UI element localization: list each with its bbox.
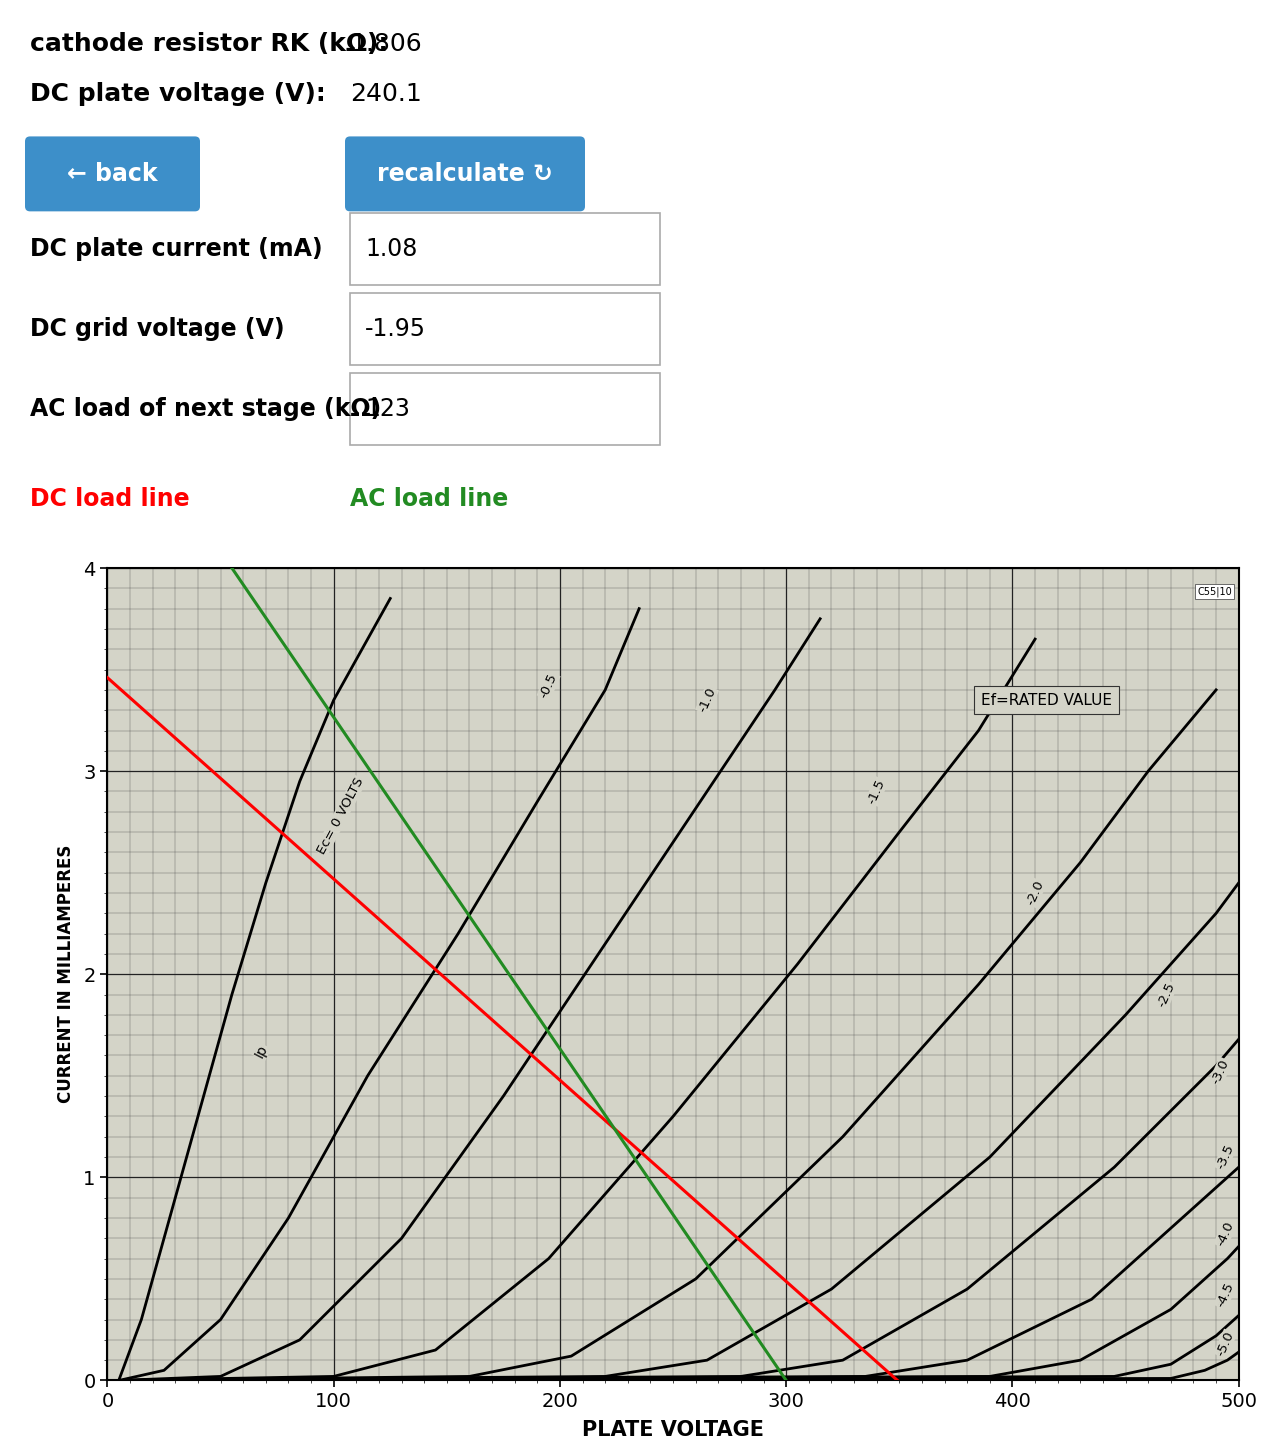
FancyBboxPatch shape — [350, 213, 660, 285]
Text: -2.0: -2.0 — [1024, 879, 1047, 907]
FancyBboxPatch shape — [350, 293, 660, 365]
Text: -3.5: -3.5 — [1213, 1143, 1236, 1172]
Text: -4.0: -4.0 — [1213, 1219, 1236, 1248]
Text: AC load line: AC load line — [350, 486, 508, 510]
Text: -0.5: -0.5 — [537, 672, 560, 700]
Text: -3.0: -3.0 — [1210, 1057, 1232, 1086]
Text: -5.0: -5.0 — [1213, 1330, 1236, 1359]
Text: 1.08: 1.08 — [365, 237, 417, 260]
X-axis label: PLATE VOLTAGE: PLATE VOLTAGE — [583, 1419, 763, 1438]
Text: Ec= 0 VOLTS: Ec= 0 VOLTS — [315, 775, 367, 856]
Text: -2.5: -2.5 — [1155, 981, 1178, 1009]
Text: AC load of next stage (kΩ): AC load of next stage (kΩ) — [30, 397, 382, 421]
Text: DC plate current (mA): DC plate current (mA) — [30, 237, 322, 260]
Text: Ip: Ip — [252, 1043, 270, 1060]
Text: 1.806: 1.806 — [350, 32, 422, 56]
Text: DC grid voltage (V): DC grid voltage (V) — [30, 316, 284, 341]
Text: DC plate voltage (V):: DC plate voltage (V): — [30, 82, 326, 106]
Y-axis label: CURRENT IN MILLIAMPERES: CURRENT IN MILLIAMPERES — [57, 846, 75, 1103]
Text: 240.1: 240.1 — [350, 82, 422, 106]
Text: recalculate ↻: recalculate ↻ — [377, 162, 552, 186]
Text: -1.5: -1.5 — [866, 777, 887, 805]
Text: Ef=RATED VALUE: Ef=RATED VALUE — [981, 693, 1112, 707]
Text: -1.95: -1.95 — [365, 316, 426, 341]
Text: -1.0: -1.0 — [696, 686, 718, 715]
Text: C55|10: C55|10 — [1197, 587, 1232, 597]
Text: ← back: ← back — [67, 162, 158, 186]
FancyBboxPatch shape — [345, 137, 585, 211]
Text: cathode resistor RK (kΩ):: cathode resistor RK (kΩ): — [30, 32, 388, 56]
Text: 123: 123 — [365, 397, 410, 421]
FancyBboxPatch shape — [25, 137, 200, 211]
Text: DC load line: DC load line — [30, 486, 190, 510]
Text: -4.5: -4.5 — [1213, 1281, 1236, 1310]
FancyBboxPatch shape — [350, 372, 660, 444]
